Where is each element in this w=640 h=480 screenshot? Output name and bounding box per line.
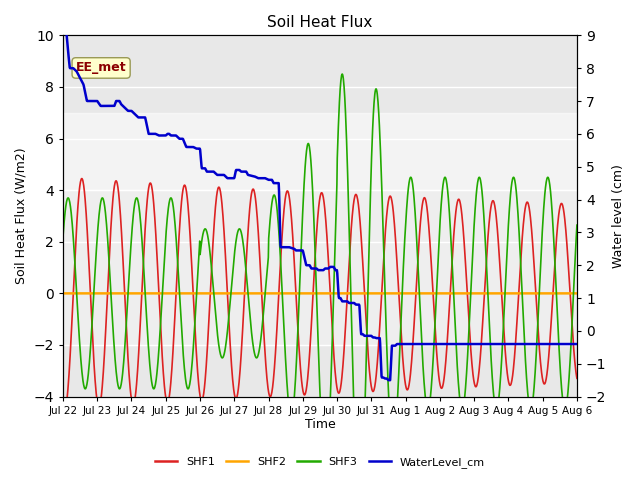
Y-axis label: Soil Heat Flux (W/m2): Soil Heat Flux (W/m2) (15, 148, 28, 284)
Bar (63, 190, 577, 345)
X-axis label: Time: Time (305, 419, 335, 432)
Title: Soil Heat Flux: Soil Heat Flux (268, 15, 372, 30)
Y-axis label: Water level (cm): Water level (cm) (612, 164, 625, 268)
Legend: SHF1, SHF2, SHF3, WaterLevel_cm: SHF1, SHF2, SHF3, WaterLevel_cm (151, 452, 489, 472)
Text: EE_met: EE_met (76, 61, 127, 74)
Bar (63, 113, 577, 190)
